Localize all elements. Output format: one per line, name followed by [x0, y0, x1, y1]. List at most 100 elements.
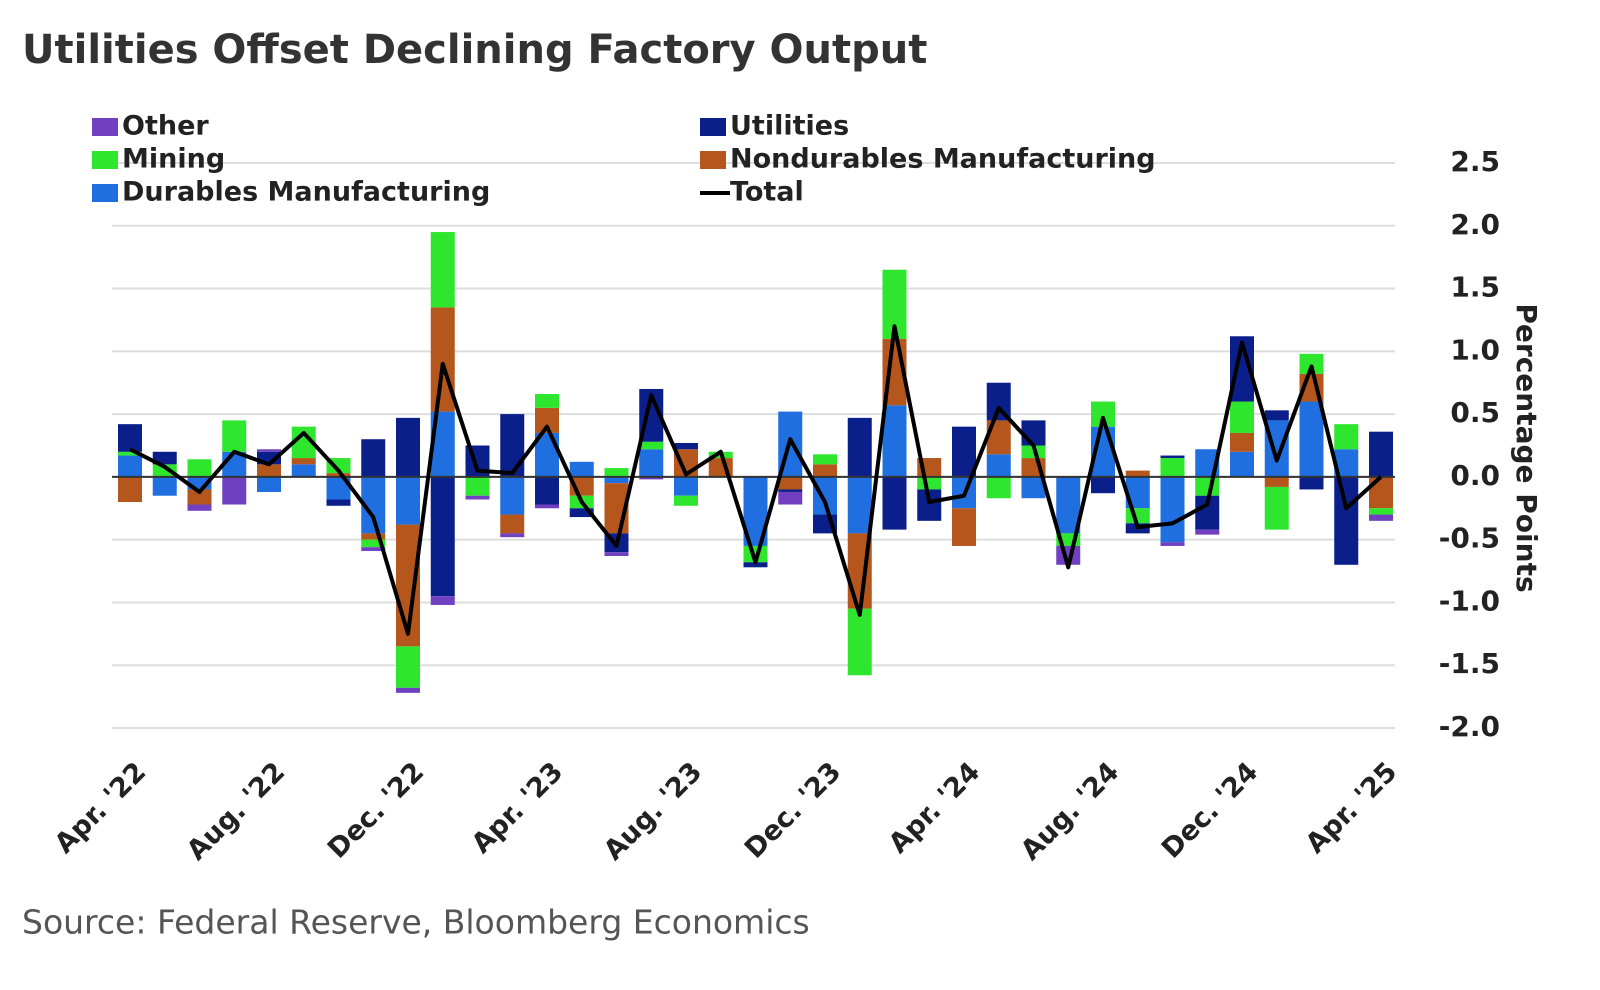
bar-segment	[1334, 476, 1359, 565]
bar-segment	[465, 476, 490, 496]
bar-segment	[361, 539, 386, 548]
legend-label: Utilities	[730, 111, 849, 142]
legend-label: Total	[730, 177, 804, 208]
bar-segment	[1091, 476, 1115, 494]
y-tick-label: 2.5	[1450, 145, 1500, 178]
x-tick-label: Aug. '24	[1015, 756, 1125, 866]
legend-swatch	[92, 118, 118, 136]
bar-segment	[847, 417, 872, 477]
bar-segment	[430, 596, 455, 605]
bar-segment	[1125, 470, 1150, 477]
legend-label: Durables Manufacturing	[122, 177, 490, 208]
bar-segment	[257, 464, 281, 477]
x-tick-label: Apr. '22	[49, 756, 152, 859]
bar-segment	[291, 458, 316, 465]
bar-segment	[500, 533, 525, 538]
x-tick-label: Dec. '22	[322, 756, 430, 864]
x-tick-label: Aug. '22	[181, 756, 291, 866]
bar-segment	[778, 489, 803, 492]
y-axis-title: Percentage Points	[1510, 303, 1543, 592]
bar-segment	[257, 476, 281, 492]
bar-segment	[291, 464, 316, 477]
x-tick-label: Apr. '25	[1300, 756, 1403, 859]
bar-segment	[639, 476, 664, 480]
bar-segment	[813, 454, 837, 465]
bar-segment	[917, 476, 942, 490]
bar-segment	[118, 451, 142, 456]
bar-segment	[1369, 476, 1393, 509]
bar-segment	[535, 394, 559, 408]
y-tick-label: 1.5	[1450, 271, 1500, 304]
legend-label: Other	[122, 111, 209, 142]
bar-segment	[639, 449, 664, 477]
bar-segment	[535, 504, 559, 509]
legend-label: Nondurables Manufacturing	[730, 144, 1156, 175]
bar-segment	[1230, 432, 1254, 452]
bar-segment	[1021, 476, 1046, 499]
bar-segment	[1160, 476, 1185, 543]
bar-segment	[1195, 529, 1220, 535]
bar-segment	[1299, 476, 1324, 490]
bar-segment	[396, 476, 420, 525]
bar-segment	[1230, 451, 1254, 477]
bar-segment	[778, 491, 803, 505]
bar-segment	[500, 514, 525, 534]
legend-swatch	[92, 151, 118, 169]
bar-segment	[952, 508, 976, 546]
bar-segment	[361, 439, 386, 477]
bar-segment	[500, 414, 525, 477]
bar-segment	[430, 476, 455, 597]
bar-segment	[1160, 542, 1185, 546]
bar-segment	[1299, 401, 1324, 477]
bar-segment	[361, 547, 386, 551]
bar-segment	[1195, 476, 1220, 496]
bar-segment	[813, 476, 837, 515]
bar-segment	[674, 442, 698, 450]
bar-segment	[465, 495, 490, 500]
bar-segment	[1264, 410, 1289, 421]
bar-segment	[430, 232, 455, 308]
x-tick-label: Apr. '23	[466, 756, 569, 859]
bar-segment	[952, 426, 976, 477]
bar-segment	[604, 476, 629, 484]
bar-segment	[1369, 431, 1393, 477]
bar-segment	[118, 476, 142, 502]
bar-segment	[674, 495, 698, 506]
x-tick-label: Apr. '24	[883, 756, 986, 859]
y-tick-label: 0.5	[1450, 396, 1500, 429]
bar-segment	[396, 687, 420, 693]
bar-segment	[326, 476, 351, 500]
bar-segment	[986, 476, 1011, 499]
bar-segment	[535, 476, 559, 505]
bar-segment	[222, 420, 247, 452]
bar-segment	[1369, 508, 1393, 515]
bar-segment	[187, 504, 212, 511]
bar-segment	[396, 417, 420, 477]
bar-segment	[1160, 455, 1185, 459]
y-tick-label: 0.0	[1450, 459, 1500, 492]
bar-segment	[257, 449, 281, 452]
x-tick-label: Dec. '24	[1156, 756, 1264, 864]
bar-segment	[778, 476, 803, 490]
bar-segment	[847, 608, 872, 676]
legend-swatch	[700, 118, 726, 136]
bar-segment	[847, 476, 872, 534]
x-tick-label: Dec. '23	[739, 756, 847, 864]
y-tick-label: -1.5	[1439, 647, 1500, 680]
bar-segment	[639, 441, 664, 450]
legend-swatch	[700, 151, 726, 169]
bar-segment	[986, 454, 1011, 477]
bar-segment	[882, 405, 907, 477]
bar-segment	[396, 646, 420, 688]
y-tick-label: -2.0	[1439, 710, 1500, 743]
bar-segment	[326, 473, 351, 477]
y-tick-label: 1.0	[1450, 333, 1500, 366]
bar-segment	[674, 476, 698, 496]
bar-segment	[361, 533, 386, 540]
chart-title: Utilities Offset Declining Factory Outpu…	[22, 27, 927, 73]
bar-segment	[222, 476, 247, 505]
x-tick-label: Aug. '23	[598, 756, 708, 866]
bar-segment	[1334, 424, 1359, 450]
bar-segment	[187, 489, 212, 505]
